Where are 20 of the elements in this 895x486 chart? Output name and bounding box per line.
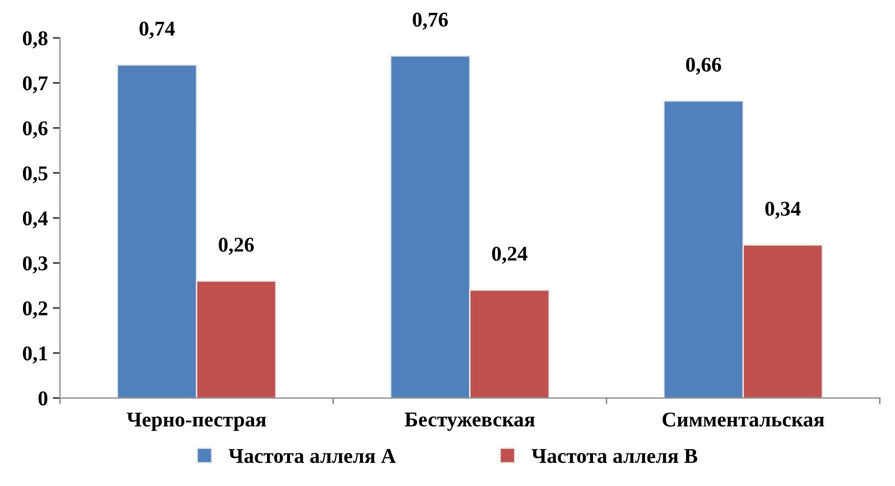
- data-label: 0,66: [686, 58, 722, 75]
- data-label: 0,24: [492, 246, 528, 264]
- x-tick-label: Бестужевская: [404, 412, 535, 431]
- y-tick-label: 0,5: [22, 166, 48, 184]
- legend-label: Частота аллеля А: [228, 449, 396, 464]
- y-tick-label: 0,6: [22, 121, 48, 138]
- data-label: 0,76: [412, 12, 448, 30]
- data-label: 0,74: [140, 22, 175, 39]
- y-tick-label: 0,3: [22, 256, 48, 274]
- x-tick-label: Симментальская: [662, 412, 824, 427]
- y-tick-label: 0,8: [22, 31, 48, 48]
- y-tick-label: 0,7: [22, 76, 48, 94]
- y-tick-label: 0,2: [22, 301, 48, 318]
- y-tick-label: 0,1: [22, 346, 48, 364]
- x-tick-label: Черно-пестрая: [126, 412, 266, 431]
- data-label: 0,34: [765, 202, 801, 219]
- y-tick-label: 0,4: [22, 211, 48, 228]
- data-label: 0,26: [218, 238, 254, 255]
- y-tick-label: 0: [38, 391, 48, 406]
- legend-label: Частота аллеля В: [532, 449, 698, 464]
